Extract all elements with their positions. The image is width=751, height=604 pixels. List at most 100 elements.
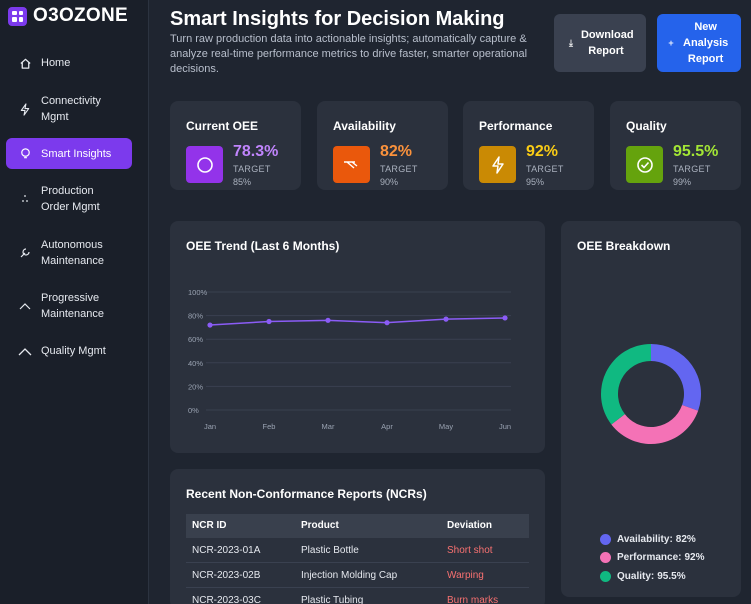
plus-icon: + bbox=[668, 38, 674, 48]
kpi-target: 85% bbox=[233, 177, 252, 187]
sidebar-item-smart-insights[interactable]: Smart Insights bbox=[6, 138, 132, 169]
table-row[interactable]: NCR-2023-03C Plastic Tubing Burn marks bbox=[186, 588, 529, 604]
x-tick-label: Jan bbox=[204, 422, 216, 431]
legend-label: Availability bbox=[617, 534, 670, 545]
ncr-deviation: Short shot bbox=[447, 545, 493, 556]
sidebar-item-label: Smart Insights bbox=[41, 147, 112, 160]
legend-dot bbox=[600, 552, 611, 563]
oee-trend-chart: 0% 20% 40% 60% 80% 100% Jan Feb Mar Apr May Jun bbox=[188, 288, 511, 431]
table-row[interactable]: NCR-2023-01A Plastic Bottle Short shot bbox=[186, 538, 529, 563]
legend-dot bbox=[600, 571, 611, 582]
kpi-card-oee: Current OEE 78.3% TARGET 85% bbox=[170, 101, 301, 190]
kpi-target-label: TARGET bbox=[673, 164, 711, 174]
sidebar-item-home[interactable]: Home bbox=[6, 54, 132, 72]
ncr-id: NCR-2023-02B bbox=[192, 570, 261, 581]
data-point[interactable] bbox=[207, 322, 213, 328]
legend-value: 92% bbox=[684, 552, 705, 563]
x-tick-label: Mar bbox=[322, 422, 335, 431]
series-line-oee bbox=[209, 317, 506, 326]
kpi-title: Availability bbox=[333, 119, 396, 133]
kpi-target-label: TARGET bbox=[380, 164, 418, 174]
legend-availability: Availability: 82% bbox=[600, 534, 696, 545]
sidebar-item-label: Production Order Mgmt bbox=[41, 185, 100, 213]
data-point[interactable] bbox=[266, 318, 272, 325]
bolt-icon bbox=[18, 102, 32, 116]
trend-icon bbox=[333, 146, 370, 183]
column-header-ncr-id[interactable]: NCR ID bbox=[192, 520, 227, 531]
table-row[interactable]: NCR-2023-02B Injection Molding Cap Warpi… bbox=[186, 563, 529, 588]
legend-label: Quality bbox=[617, 571, 651, 582]
x-tick-label: May bbox=[439, 422, 453, 431]
ncr-deviation: Warping bbox=[447, 570, 484, 581]
y-tick-label: 20% bbox=[188, 382, 203, 391]
wrench-icon bbox=[18, 246, 32, 260]
ncr-product: Injection Molding Cap bbox=[301, 570, 398, 581]
sidebar-item-connectivity[interactable]: Connectivity Mgmt bbox=[6, 92, 132, 126]
data-point[interactable] bbox=[502, 315, 508, 321]
legend-label: Performance bbox=[617, 552, 679, 563]
brand[interactable]: O3OZONE bbox=[8, 5, 128, 27]
ncr-product: Plastic Bottle bbox=[301, 545, 359, 556]
sidebar-item-progressive[interactable]: Progressive Maintenance bbox=[6, 289, 132, 323]
sidebar: O3OZONE Home Connectivity Mgmt Smart Ins… bbox=[0, 0, 149, 604]
oee-breakdown-title: OEE Breakdown bbox=[577, 239, 671, 253]
kpi-card-availability: Availability 82% TARGET 90% bbox=[317, 101, 448, 190]
sidebar-item-quality[interactable]: Quality Mgmt bbox=[6, 342, 132, 360]
ncr-id: NCR-2023-01A bbox=[192, 545, 261, 556]
legend-colon: : bbox=[669, 534, 673, 545]
legend-colon: : bbox=[650, 571, 655, 582]
ncr-table-header: NCR ID Product Deviation bbox=[186, 514, 529, 538]
kpi-value: 92% bbox=[526, 143, 559, 160]
legend-dot bbox=[600, 534, 611, 545]
data-point[interactable] bbox=[443, 316, 449, 322]
legend-quality: Quality: 95.5% bbox=[600, 571, 686, 582]
sidebar-item-label: Progressive Maintenance bbox=[41, 292, 104, 320]
home-icon bbox=[18, 56, 32, 70]
column-header-deviation[interactable]: Deviation bbox=[447, 520, 493, 531]
kpi-title: Quality bbox=[626, 119, 667, 133]
download-report-button[interactable]: ⤓ Download Report bbox=[554, 14, 646, 72]
kpi-target: 99% bbox=[673, 177, 692, 187]
legend-colon: : bbox=[678, 552, 682, 563]
new-analysis-report-button[interactable]: + New Analysis Report bbox=[657, 14, 741, 72]
donut-slice-availability[interactable] bbox=[651, 344, 701, 411]
y-tick-label: 40% bbox=[188, 359, 203, 368]
oee-trend-title: OEE Trend (Last 6 Months) bbox=[186, 239, 340, 253]
ncr-deviation: Burn marks bbox=[447, 595, 499, 604]
kpi-target: 90% bbox=[380, 177, 399, 187]
data-point[interactable] bbox=[325, 317, 331, 323]
kpi-title: Current OEE bbox=[186, 119, 259, 133]
y-tick-label: 100% bbox=[188, 288, 208, 297]
kpi-value: 78.3% bbox=[233, 143, 279, 160]
check-circle-icon bbox=[626, 146, 663, 183]
x-tick-label: Apr bbox=[381, 422, 393, 431]
y-tick-label: 60% bbox=[188, 335, 203, 344]
y-tick-label: 80% bbox=[188, 312, 203, 321]
ncr-card: Recent Non-Conformance Reports (NCRs) NC… bbox=[170, 469, 545, 604]
sidebar-item-autonomous[interactable]: Autonomous Maintenance bbox=[6, 236, 132, 270]
legend-performance: Performance: 92% bbox=[600, 552, 705, 563]
kpi-card-performance: Performance 92% TARGET 95% bbox=[463, 101, 594, 190]
sidebar-item-label: Autonomous Maintenance bbox=[41, 239, 104, 267]
download-report-label: Download Report bbox=[580, 29, 634, 57]
legend-value: 95.5% bbox=[657, 571, 686, 582]
chevron-up-icon bbox=[18, 299, 32, 313]
legend-value: 82% bbox=[675, 534, 696, 545]
donut-slice-quality[interactable] bbox=[601, 344, 651, 425]
oee-breakdown-card: OEE Breakdown Availability: 82% Performa… bbox=[561, 221, 741, 597]
bulb-icon bbox=[18, 147, 32, 161]
ncr-title: Recent Non-Conformance Reports (NCRs) bbox=[186, 487, 427, 501]
donut-slice-performance[interactable] bbox=[611, 405, 699, 444]
column-header-product[interactable]: Product bbox=[301, 520, 339, 531]
kpi-target-label: TARGET bbox=[526, 164, 564, 174]
kpi-target-label: TARGET bbox=[233, 164, 271, 174]
oee-breakdown-chart bbox=[601, 344, 701, 444]
download-icon: ⤓ bbox=[569, 38, 573, 48]
lightning-icon bbox=[479, 146, 516, 183]
sidebar-item-production-order[interactable]: Production Order Mgmt bbox=[6, 182, 132, 216]
kpi-value: 82% bbox=[380, 143, 413, 160]
sidebar-item-label: Connectivity Mgmt bbox=[41, 95, 101, 123]
data-point[interactable] bbox=[384, 320, 390, 326]
ncr-id: NCR-2023-03C bbox=[192, 595, 261, 604]
kpi-target: 95% bbox=[526, 177, 545, 187]
